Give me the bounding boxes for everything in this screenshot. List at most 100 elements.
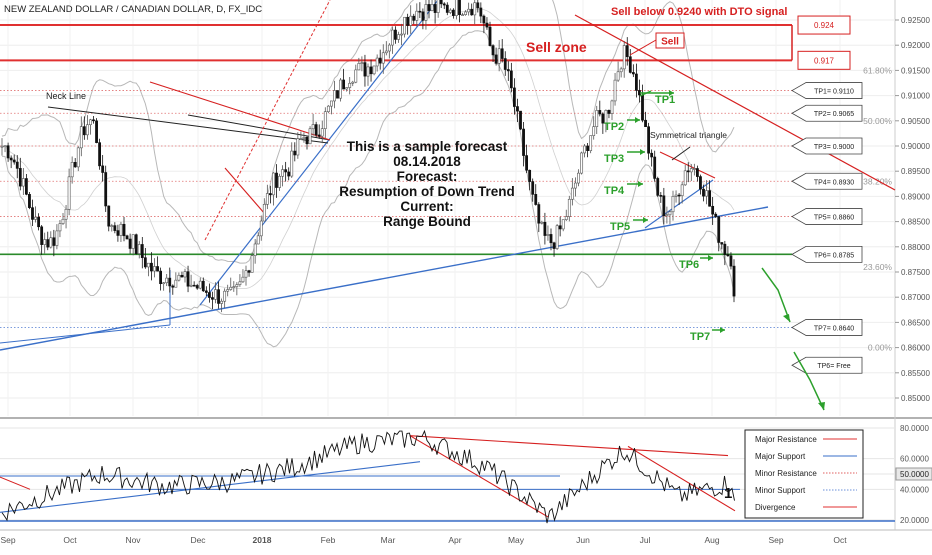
candle-body	[430, 4, 434, 12]
candle-body	[70, 162, 74, 178]
candle-body	[445, 4, 449, 13]
forecast-arrow	[761, 267, 791, 323]
y-tick-label: 0.87000	[901, 293, 930, 302]
candle-body	[607, 109, 611, 114]
fib-level-label: 23.60%	[863, 262, 892, 272]
candle-body	[641, 94, 644, 121]
fib-level-label: 61.80%	[863, 65, 892, 75]
tp-callout-label: TP5= 0.8860	[814, 215, 854, 222]
candle-body	[726, 254, 730, 257]
candle-body	[6, 145, 10, 159]
candle-body	[415, 10, 419, 21]
tp-callout-label: TP7= 0.8640	[814, 325, 854, 332]
candle-body	[311, 124, 315, 130]
tp-callout-box	[791, 208, 863, 225]
candle-body	[24, 178, 28, 195]
osc-tick-label: 40.0000	[900, 485, 929, 494]
candle-body	[55, 230, 59, 246]
sell-zone-label: Sell zone	[526, 39, 587, 55]
candle-body	[592, 126, 596, 136]
neck-line	[187, 114, 331, 141]
candle-body	[232, 286, 236, 288]
candle-body	[723, 243, 727, 255]
major-support-trend	[0, 206, 769, 351]
candle-body	[394, 29, 397, 40]
candle-body	[143, 257, 147, 268]
candle-body	[561, 219, 565, 230]
legend-label: Minor Support	[755, 486, 806, 495]
candle-body	[540, 221, 544, 224]
candle-body	[52, 237, 56, 246]
candle-body	[305, 137, 309, 145]
candle-body	[714, 213, 718, 217]
forecast-line: This is a sample forecast	[347, 139, 508, 154]
triangle-upper	[659, 151, 716, 179]
candle-body	[122, 223, 126, 237]
tp-callout-box	[791, 356, 863, 374]
candle-body	[21, 178, 25, 187]
candle-body	[570, 187, 574, 200]
resistance-trend	[224, 167, 266, 215]
candle-body	[494, 54, 498, 64]
y-tick-label: 0.86000	[901, 344, 930, 353]
candle-body	[354, 69, 358, 83]
forecast-line: 08.14.2018	[393, 154, 461, 169]
candle-body	[369, 66, 373, 75]
x-tick-label: Jun	[576, 535, 590, 545]
candle-body	[543, 221, 547, 236]
candle-body	[644, 119, 647, 128]
candle-body	[604, 109, 608, 124]
candle-body	[680, 184, 684, 197]
lower-band	[1, 30, 735, 348]
candle-body	[336, 90, 339, 99]
candle-body	[464, 11, 468, 15]
y-tick-label: 0.88000	[901, 243, 930, 252]
osc-trend-support	[0, 461, 421, 513]
x-tick-label: Nov	[125, 535, 141, 545]
candle-body	[180, 274, 184, 278]
osc-tick-label: 50.0000	[900, 470, 929, 479]
candle-body	[427, 4, 431, 12]
neck-line	[47, 106, 329, 144]
middle-band	[1, 8, 735, 289]
tp-marker-label: TP7	[690, 331, 710, 343]
fib-level-label: 50.00%	[863, 116, 892, 126]
candle-body	[58, 223, 62, 232]
candle-body	[320, 128, 324, 137]
price-pane-bg	[0, 0, 895, 416]
candle-body	[259, 220, 263, 237]
candle-body	[729, 255, 733, 267]
tp-marker-label: TP2	[604, 121, 624, 133]
candle-body	[314, 124, 318, 136]
candle-body	[275, 172, 278, 188]
sell-callout: Sell	[655, 32, 685, 49]
candle-body	[650, 152, 654, 158]
candle-body	[519, 110, 522, 130]
candle-body	[601, 113, 605, 124]
candle-body	[732, 265, 736, 297]
x-tick-label: Mar	[381, 535, 396, 545]
candle-body	[49, 237, 53, 248]
candle-body	[616, 71, 620, 81]
candle-body	[647, 126, 651, 154]
candle-body	[622, 45, 626, 70]
candle-body	[372, 65, 376, 75]
candle-body	[653, 156, 657, 179]
tp-marker-label: TP6	[679, 259, 699, 271]
y-tick-label: 0.85000	[901, 394, 930, 403]
candle-body	[491, 45, 495, 56]
candle-body	[583, 145, 586, 154]
candle-body	[671, 196, 675, 213]
osc-tick-label: 80.0000	[900, 424, 929, 433]
x-tick-label: Apr	[448, 535, 461, 545]
osc-value-badge	[895, 467, 932, 481]
candle-body	[89, 119, 92, 126]
tp-callout-box	[791, 319, 863, 336]
candle-body	[586, 145, 590, 151]
tp-arrowhead	[640, 149, 645, 155]
candle-body	[525, 155, 529, 171]
candle-body	[268, 193, 272, 196]
candle-body	[479, 7, 483, 17]
y-tick-label: 0.91000	[901, 92, 930, 101]
tp-arrowhead	[643, 217, 648, 223]
